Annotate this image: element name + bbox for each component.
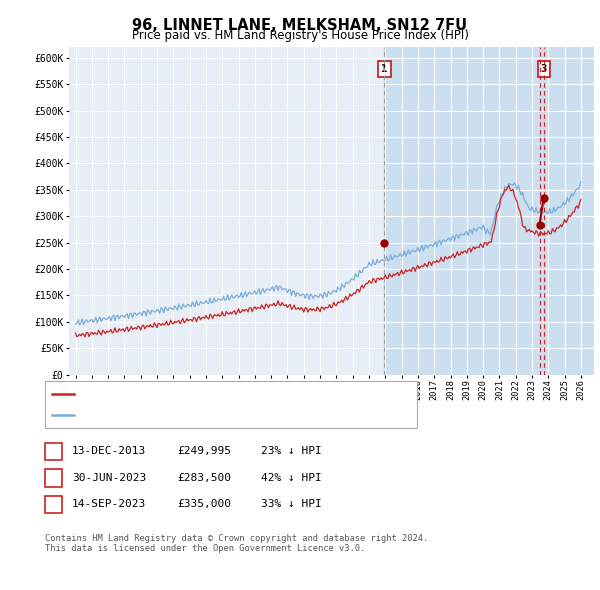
Text: 96, LINNET LANE, MELKSHAM, SN12 7FU (detached house): 96, LINNET LANE, MELKSHAM, SN12 7FU (det…	[80, 389, 385, 399]
Text: £335,000: £335,000	[177, 500, 231, 509]
Text: 96, LINNET LANE, MELKSHAM, SN12 7FU: 96, LINNET LANE, MELKSHAM, SN12 7FU	[133, 18, 467, 32]
Text: 1: 1	[50, 447, 57, 456]
Text: Price paid vs. HM Land Registry's House Price Index (HPI): Price paid vs. HM Land Registry's House …	[131, 30, 469, 42]
Text: £249,995: £249,995	[177, 447, 231, 456]
Text: HPI: Average price, detached house, Wiltshire: HPI: Average price, detached house, Wilt…	[80, 409, 344, 419]
Text: 13-DEC-2013: 13-DEC-2013	[72, 447, 146, 456]
Text: 23% ↓ HPI: 23% ↓ HPI	[261, 447, 322, 456]
Text: 14-SEP-2023: 14-SEP-2023	[72, 500, 146, 509]
Text: 30-JUN-2023: 30-JUN-2023	[72, 473, 146, 483]
Text: 1: 1	[382, 64, 388, 74]
Text: £283,500: £283,500	[177, 473, 231, 483]
Text: 42% ↓ HPI: 42% ↓ HPI	[261, 473, 322, 483]
Text: 33% ↓ HPI: 33% ↓ HPI	[261, 500, 322, 509]
Bar	[385, 47, 600, 375]
Text: 3: 3	[541, 64, 547, 74]
Text: 2: 2	[50, 473, 57, 483]
Text: Contains HM Land Registry data © Crown copyright and database right 2024.
This d: Contains HM Land Registry data © Crown c…	[45, 534, 428, 553]
Text: 3: 3	[50, 500, 57, 509]
